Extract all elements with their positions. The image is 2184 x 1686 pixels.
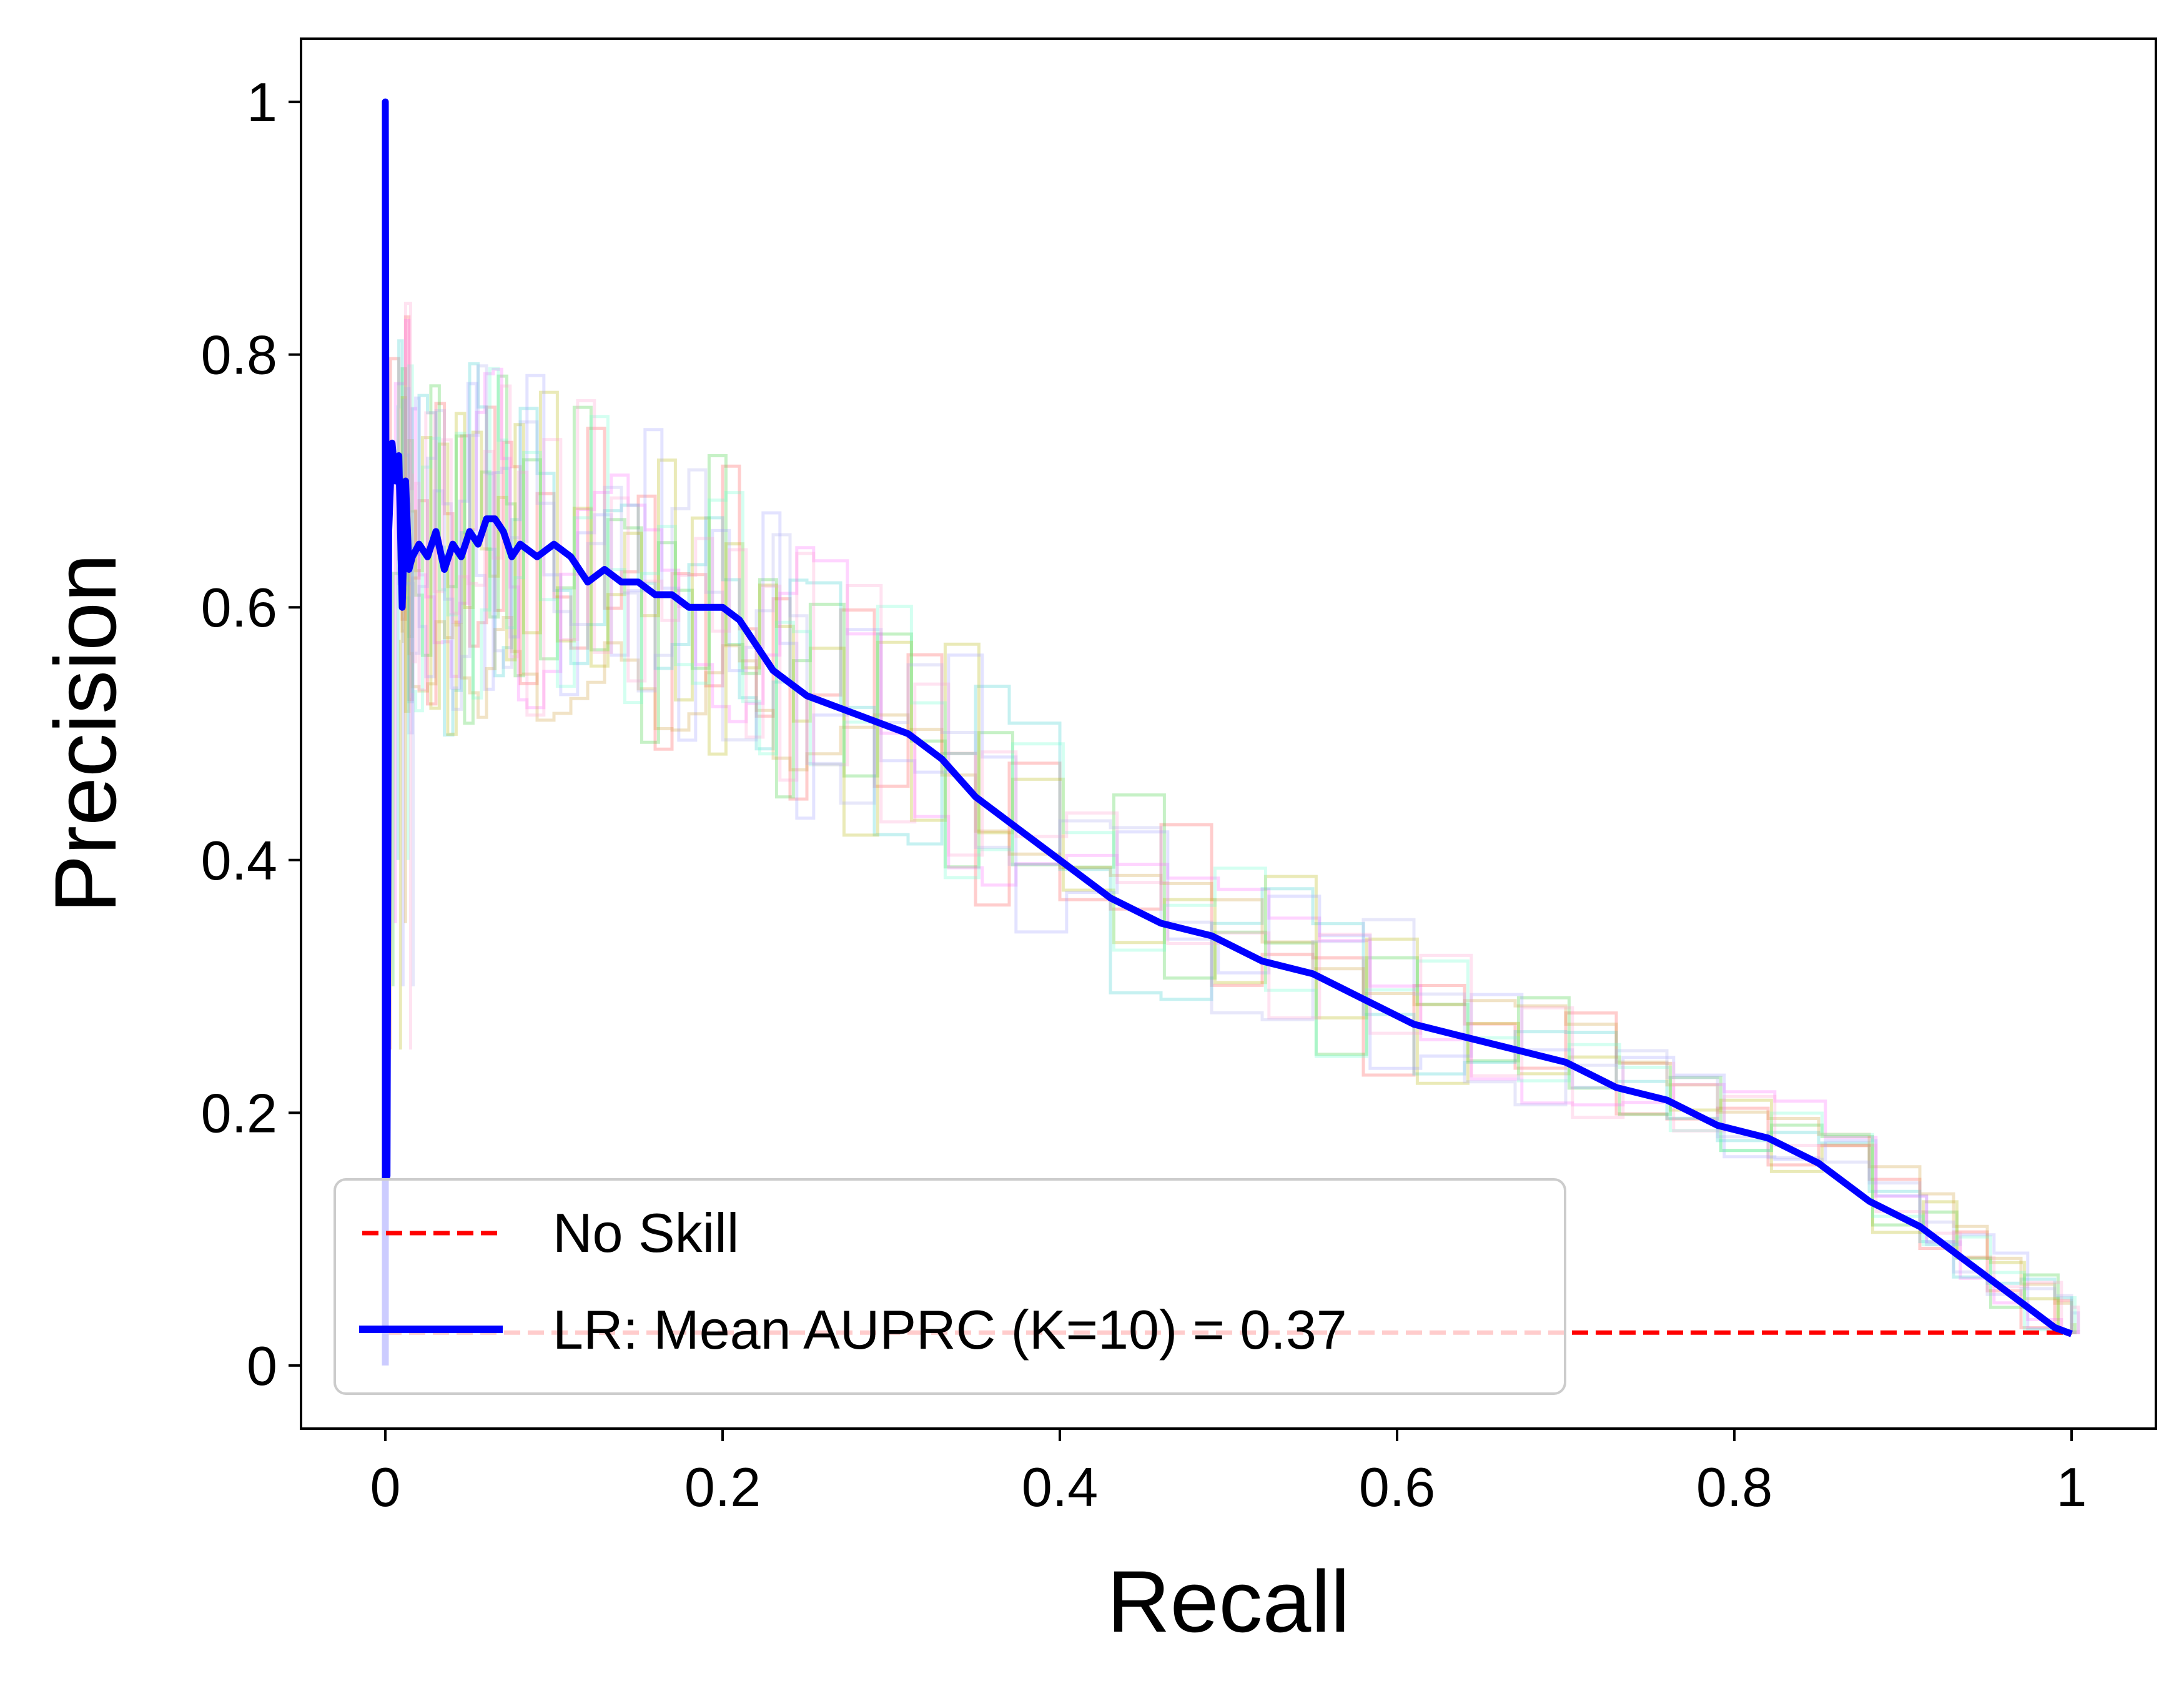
y-tick-label: 0.2 bbox=[201, 1082, 277, 1144]
x-axis-label: Recall bbox=[1107, 1552, 1350, 1650]
x-tick-label: 0.6 bbox=[1359, 1456, 1435, 1518]
fold-curve bbox=[388, 315, 2073, 1333]
y-tick-label: 1 bbox=[247, 71, 277, 133]
fold-curve bbox=[403, 302, 2080, 1334]
plot-area-frame bbox=[300, 37, 2157, 1430]
x-tick-label: 0.4 bbox=[1022, 1456, 1098, 1518]
x-axis-ticks: 0 0.2 0.4 0.6 0.8 1 bbox=[370, 1429, 2087, 1518]
x-tick-label: 0 bbox=[370, 1456, 401, 1518]
fold-curve bbox=[397, 497, 2073, 1333]
fold-curve bbox=[397, 364, 2073, 1333]
x-tick-label: 1 bbox=[2057, 1456, 2087, 1518]
y-tick-label: 0.8 bbox=[201, 324, 277, 386]
fold-curve bbox=[396, 339, 2073, 1333]
legend-label-lr-mean: LR: Mean AUPRC (K=10) = 0.37 bbox=[553, 1299, 1347, 1361]
legend: No Skill LR: Mean AUPRC (K=10) = 0.37 bbox=[334, 1178, 1566, 1395]
fold-curves-layer bbox=[388, 302, 2080, 1334]
y-axis-ticks: 0 0.2 0.4 0.6 0.8 1 bbox=[201, 71, 301, 1397]
y-axis-label: Precision bbox=[36, 553, 134, 913]
x-tick-label: 0.2 bbox=[684, 1456, 761, 1518]
lr-mean-pr-curve bbox=[382, 98, 2073, 1366]
x-tick-label: 0.8 bbox=[1696, 1456, 1772, 1518]
legend-frame bbox=[334, 1178, 1566, 1395]
fold-curve bbox=[400, 364, 2077, 1334]
y-tick-label: 0.4 bbox=[201, 830, 277, 891]
y-tick-label: 0.6 bbox=[201, 577, 277, 638]
y-tick-label: 0 bbox=[247, 1335, 277, 1397]
fold-curve bbox=[393, 319, 2080, 1334]
legend-label-no-skill: No Skill bbox=[553, 1202, 739, 1264]
fold-curve bbox=[398, 390, 2077, 1334]
fold-curve bbox=[401, 374, 2080, 1334]
